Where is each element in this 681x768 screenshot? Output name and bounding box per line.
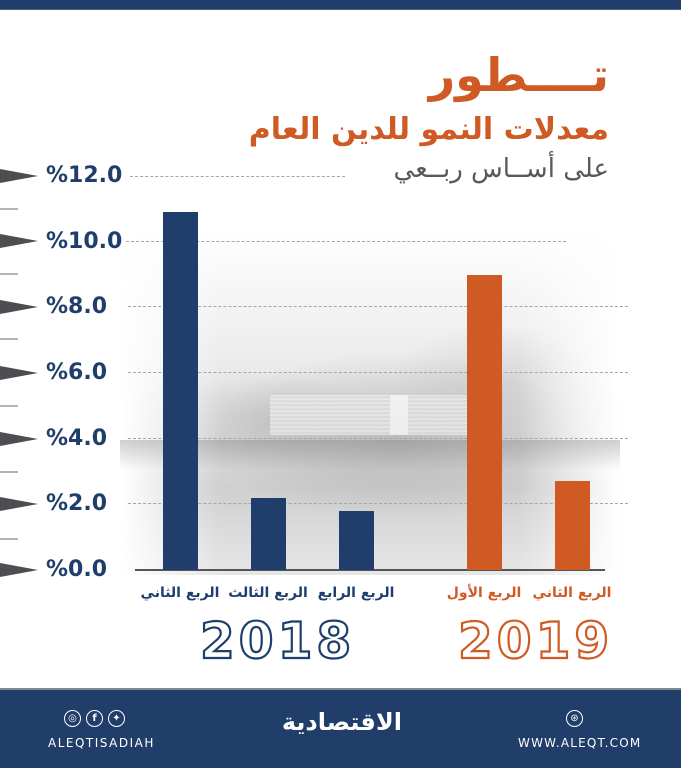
gridline-4 <box>128 438 628 439</box>
category-label-2018-q3: الربع الثالث <box>228 585 308 601</box>
y-tick-label: %0.0 <box>46 557 108 582</box>
y-tick-label: %6.0 <box>46 360 108 385</box>
y-tick-label: %8.0 <box>46 294 108 319</box>
minor-tick <box>0 405 18 407</box>
axis-arrow-icon <box>0 563 38 577</box>
gridline-12 <box>130 176 345 177</box>
y-tick-label: %10.0 <box>46 229 123 254</box>
axis-arrow-icon <box>0 169 38 183</box>
bar-2018-q4 <box>339 510 374 570</box>
bar-2018-q3 <box>251 497 286 570</box>
year-label-2019: 2019 <box>457 611 614 671</box>
chart-basis-label: على أســاس ربــعي <box>393 154 609 184</box>
y-tick-label: %12.0 <box>46 163 123 188</box>
chart-title: تــــطور <box>428 48 609 102</box>
axis-arrow-icon <box>0 432 38 446</box>
gridline-6 <box>128 372 628 373</box>
globe-icon: ⊛ <box>566 710 583 727</box>
top-band <box>0 0 681 10</box>
gridline-10 <box>126 241 566 242</box>
x-axis-baseline <box>135 569 605 571</box>
axis-arrow-icon <box>0 234 38 248</box>
minor-tick <box>0 538 18 540</box>
category-label-2018-q4: الربع الرابع <box>317 585 395 601</box>
cash-band <box>390 395 408 435</box>
footer: ◎ f ✦ ALEQTISADIAH الاقتصادية ⊛ WWW.ALEQ… <box>0 688 681 768</box>
axis-arrow-icon <box>0 497 38 511</box>
twitter-icon[interactable]: ✦ <box>108 710 125 727</box>
brand-logo: الاقتصادية <box>281 708 402 736</box>
gridline-8 <box>128 306 628 307</box>
y-tick-label: %4.0 <box>46 426 108 451</box>
minor-tick <box>0 208 18 210</box>
bar-2019-q2 <box>555 481 590 570</box>
social-handle: ALEQTISADIAH <box>48 736 155 750</box>
minor-tick <box>0 471 18 473</box>
category-label-2018-q2: الربع الثاني <box>140 585 220 601</box>
axis-arrow-icon <box>0 300 38 314</box>
y-tick-label: %2.0 <box>46 491 108 516</box>
facebook-icon[interactable]: f <box>86 710 103 727</box>
website-link[interactable]: WWW.ALEQT.COM <box>518 736 642 750</box>
chart-subtitle: معدلات النمو للدين العام <box>248 112 609 147</box>
bar-2019-q1 <box>467 274 502 570</box>
social-icons: ◎ f ✦ <box>64 710 125 727</box>
axis-arrow-icon <box>0 366 38 380</box>
category-label-2019-q1: الربع الأول <box>446 585 522 601</box>
gridline-2 <box>128 503 628 504</box>
cash-stack <box>270 395 480 435</box>
minor-tick <box>0 338 18 340</box>
year-label-2018: 2018 <box>199 611 356 671</box>
minor-tick <box>0 273 18 275</box>
category-label-2019-q2: الربع الثاني <box>532 585 612 601</box>
instagram-icon[interactable]: ◎ <box>64 710 81 727</box>
bar-2018-q2 <box>163 212 198 570</box>
photo-table-shadow <box>120 440 620 470</box>
